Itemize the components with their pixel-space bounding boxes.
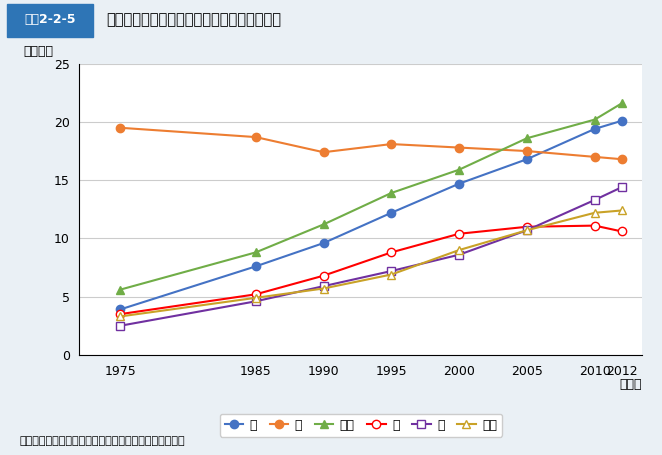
Legend: 肺, 胃, 大腸, 肝, 膵, 乳房: 肺, 胃, 大腸, 肝, 膵, 乳房 xyxy=(220,414,502,436)
Text: がんの部位別にみた死亡者数の推移（女性）: がんの部位別にみた死亡者数の推移（女性） xyxy=(106,12,281,27)
Text: （年）: （年） xyxy=(620,378,642,391)
FancyBboxPatch shape xyxy=(7,4,93,37)
Text: （千人）: （千人） xyxy=(23,45,53,58)
Text: 資料：厚生労働省大臣官房統計情報部「人口動態統計」: 資料：厚生労働省大臣官房統計情報部「人口動態統計」 xyxy=(20,436,185,446)
Text: 図表2-2-5: 図表2-2-5 xyxy=(24,13,75,26)
